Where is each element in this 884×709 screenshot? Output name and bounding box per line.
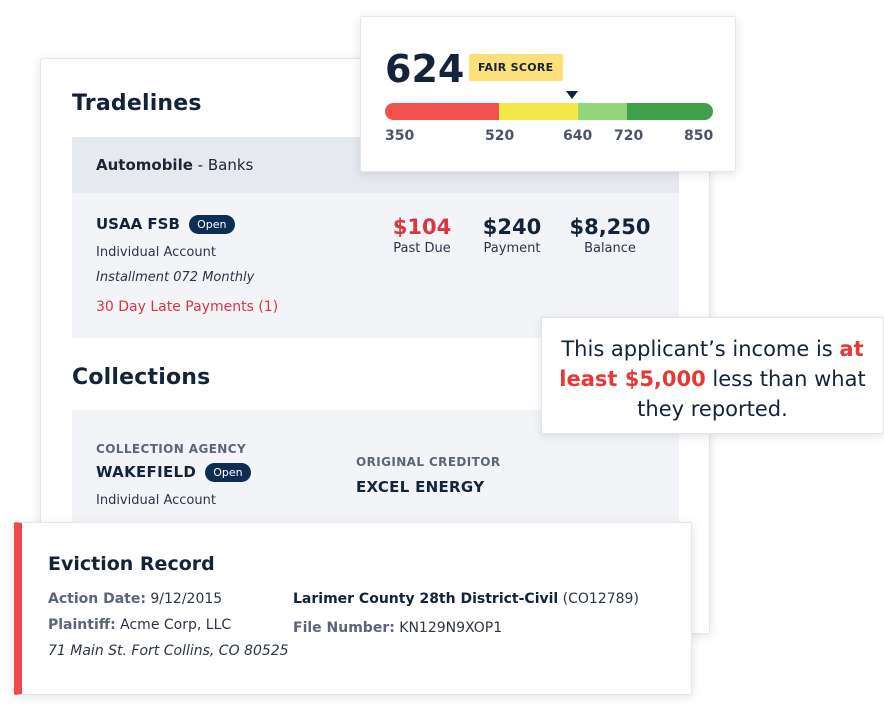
status-badge: Open <box>189 215 235 234</box>
income-difference: at least $5,000 <box>559 337 864 391</box>
account-terms: Installment 072 Monthly <box>96 270 255 285</box>
payment-stat: $240 Payment <box>474 215 550 256</box>
past-due-value: $104 <box>392 215 452 239</box>
agency-name: WAKEFIELD <box>96 463 197 481</box>
tradeline-subcategory: - Banks <box>192 156 254 174</box>
payment-label: Payment <box>483 241 541 256</box>
eviction-record-card: Eviction Record Action Date: 9/12/2015 P… <box>14 522 692 695</box>
score-segment-excellent <box>627 103 713 120</box>
score-segment-poor <box>385 103 499 120</box>
score-range-bar <box>385 103 713 120</box>
collection-account-type: Individual Account <box>96 493 216 508</box>
score-tick: 640 <box>563 128 593 144</box>
tradeline-category: Automobile <box>96 156 193 174</box>
eviction-title: Eviction Record <box>48 553 215 575</box>
tradeline-row[interactable]: USAA FSB Open Individual Account Install… <box>72 193 679 338</box>
payment-value: $240 <box>482 215 542 239</box>
collections-title: Collections <box>72 365 211 390</box>
late-payments: 30 Day Late Payments (1) <box>96 299 279 315</box>
income-alert-card: This applicant’s income is at least $5,0… <box>541 317 884 434</box>
action-date: Action Date: 9/12/2015 <box>48 591 223 607</box>
income-alert-text: This applicant’s income is at least $5,0… <box>559 337 866 421</box>
tradelines-title: Tradelines <box>72 91 202 116</box>
past-due-label: Past Due <box>393 241 451 256</box>
score-segment-good <box>578 103 627 120</box>
score-tick: 720 <box>614 128 644 144</box>
balance-label: Balance <box>584 241 636 256</box>
score-rating-badge: FAIR SCORE <box>469 54 563 81</box>
score-tick: 520 <box>485 128 515 144</box>
credit-score-card: 624 FAIR SCORE 350 520 640 720 850 <box>360 16 736 172</box>
creditor-name: EXCEL ENERGY <box>356 478 485 496</box>
credit-score-value: 624 <box>385 47 465 91</box>
file-number: File Number: KN129N9XOP1 <box>293 620 503 636</box>
status-badge: Open <box>205 463 251 482</box>
agency-label: COLLECTION AGENCY <box>96 442 247 456</box>
score-segment-fair <box>499 103 578 120</box>
score-tick: 850 <box>684 128 714 144</box>
plaintiff: Plaintiff: Acme Corp, LLC <box>48 617 232 633</box>
court-name: Larimer County 28th District-Civil (CO12… <box>293 591 639 607</box>
past-due-stat: $104 Past Due <box>384 215 460 256</box>
score-tick: 350 <box>385 128 415 144</box>
account-type: Individual Account <box>96 245 216 260</box>
account-name: USAA FSB <box>96 215 180 233</box>
eviction-address: 71 Main St. Fort Collins, CO 80525 <box>48 643 289 659</box>
creditor-label: ORIGINAL CREDITOR <box>356 455 501 469</box>
score-marker-icon <box>566 91 578 99</box>
balance-stat: $8,250 Balance <box>564 215 656 256</box>
balance-value: $8,250 <box>569 215 651 239</box>
